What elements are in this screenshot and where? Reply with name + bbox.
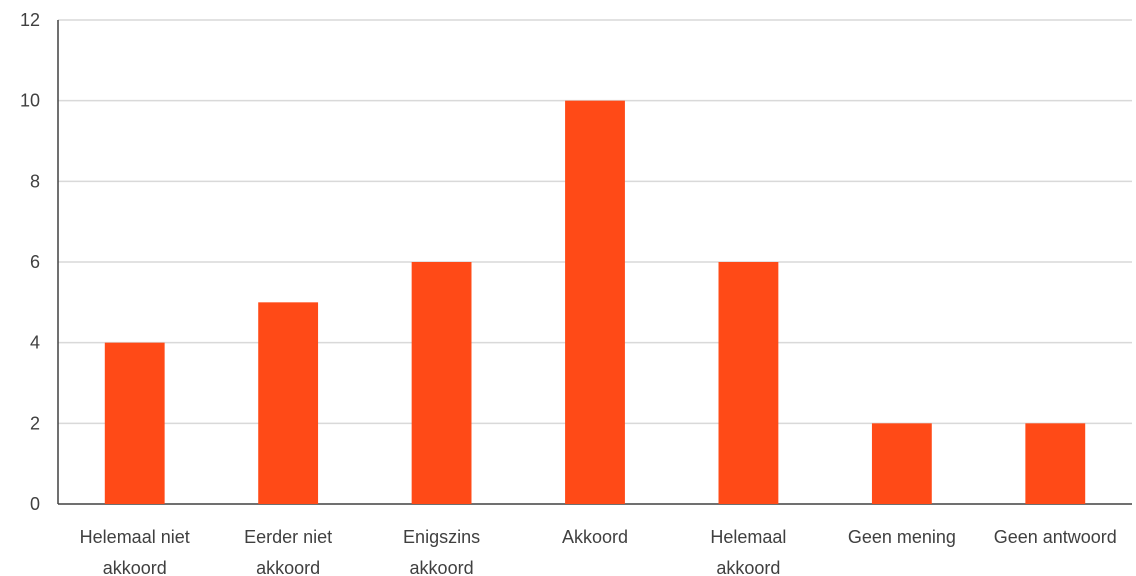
- x-category-labels: Helemaal niet akkoord Eerder niet akkoord En…: [80, 527, 1117, 576]
- x-category-label: akkoord: [716, 558, 780, 576]
- y-tick-label: 0: [30, 494, 40, 514]
- bar: [104, 342, 165, 504]
- x-category-label: Helemaal niet: [80, 527, 190, 547]
- bars: [104, 100, 1086, 505]
- x-category-label: Geen antwoord: [994, 527, 1117, 547]
- y-tick-label: 10: [20, 91, 40, 111]
- bar: [565, 100, 625, 505]
- bar: [258, 302, 319, 504]
- bar: [1025, 423, 1086, 504]
- x-category-label: Enigszins: [403, 527, 480, 547]
- x-category-label: Eerder niet: [244, 527, 332, 547]
- x-category-label: akkoord: [256, 558, 320, 576]
- x-category-label: Helemaal: [710, 527, 786, 547]
- y-tick-label: 6: [30, 252, 40, 272]
- y-tick-label: 12: [20, 10, 40, 30]
- y-tick-labels: 0 2 4 6 8 10 12: [20, 10, 40, 514]
- x-category-label: Akkoord: [562, 527, 628, 547]
- x-category-label: Geen mening: [848, 527, 956, 547]
- bar: [411, 262, 472, 504]
- y-tick-label: 8: [30, 171, 40, 191]
- x-category-label: akkoord: [103, 558, 167, 576]
- x-category-label: akkoord: [410, 558, 474, 576]
- y-tick-label: 4: [30, 333, 40, 353]
- bar: [718, 262, 779, 504]
- bar: [871, 423, 932, 504]
- y-tick-label: 2: [30, 413, 40, 433]
